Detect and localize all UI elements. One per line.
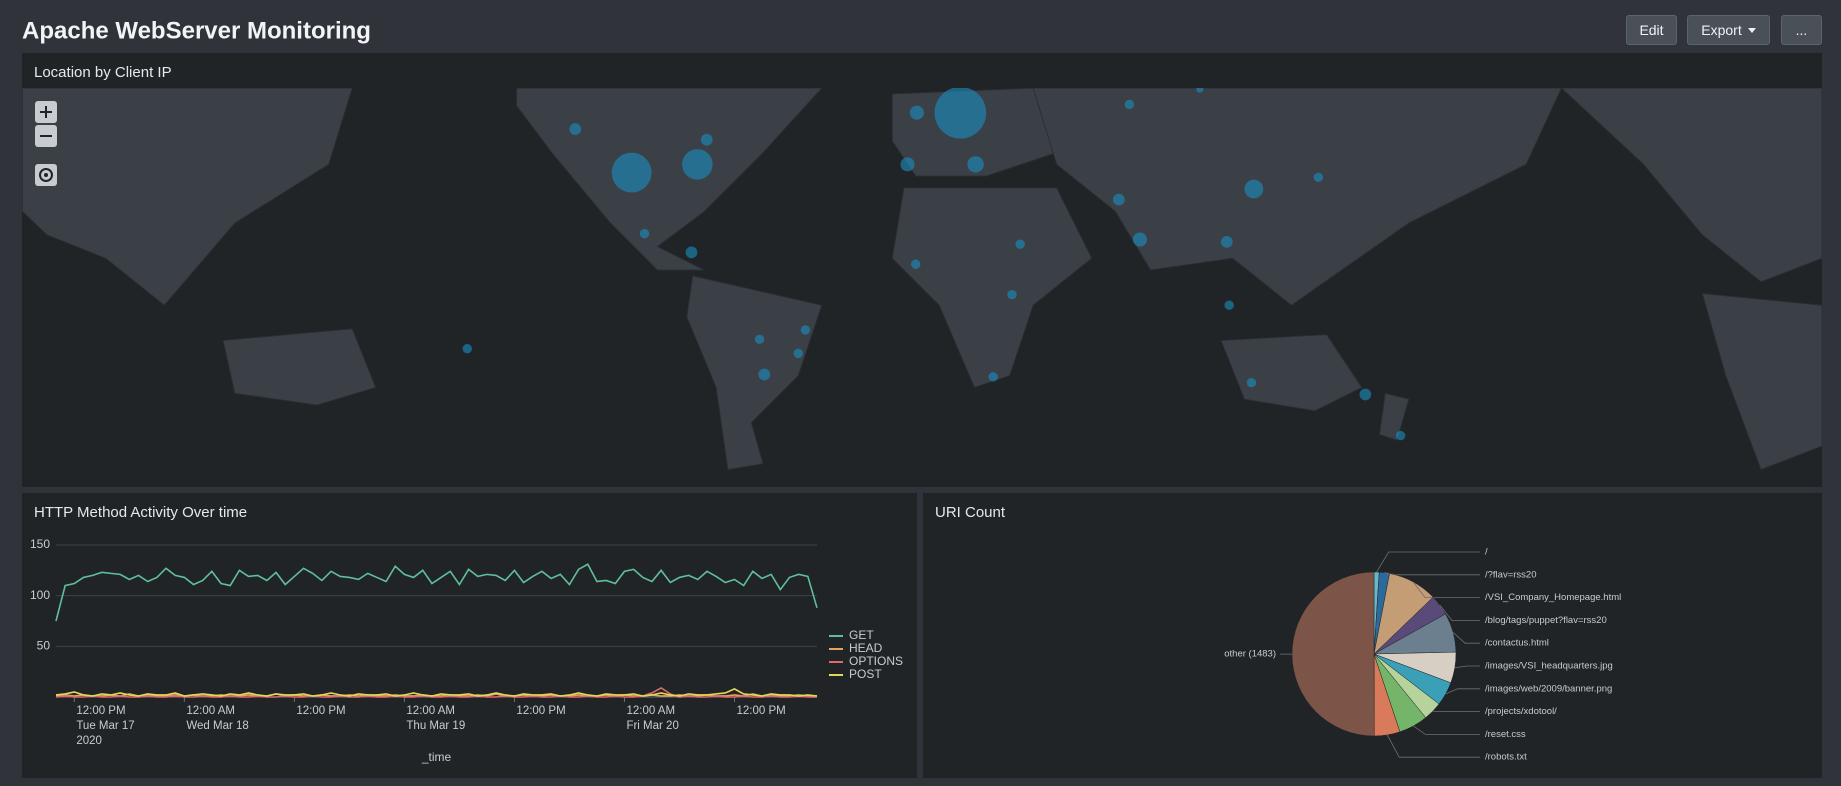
- slice-label: /images/web/2009/banner.png: [1485, 683, 1612, 694]
- x-tick-label: 12:00 PM Tue Mar 17 2020: [76, 705, 135, 747]
- edit-button[interactable]: Edit: [1626, 15, 1677, 45]
- leader-line: [1384, 572, 1480, 576]
- more-button[interactable]: ...: [1781, 15, 1822, 45]
- line-series: [55, 688, 818, 697]
- x-axis-label: _time: [421, 750, 452, 764]
- slice-label: /blog/tags/puppet?flav=rss20: [1485, 615, 1607, 626]
- legend-label: HEAD: [849, 641, 883, 655]
- map-zoom-out[interactable]: [35, 125, 57, 147]
- leader-line: [1376, 551, 1480, 573]
- map-zoom-in[interactable]: [35, 101, 57, 123]
- slice-label: /reset.css: [1485, 729, 1526, 740]
- leader-line: [1452, 632, 1480, 644]
- slice-label: /VSI_Company_Homepage.html: [1485, 592, 1621, 603]
- slice-label: other (1483): [1224, 649, 1276, 660]
- legend-label: GET: [849, 628, 874, 642]
- x-tick-label: 12:00 PM: [736, 705, 786, 717]
- y-tick-label: 100: [30, 588, 50, 602]
- legend-label: POST: [849, 667, 882, 681]
- caret: [1747, 27, 1756, 33]
- x-tick-label: 12:00 AM Thu Mar 19: [406, 705, 466, 732]
- world-map[interactable]: [22, 86, 1822, 471]
- dashboard-title: Apache WebServer Monitoring: [22, 17, 371, 44]
- line-panel: [22, 493, 917, 778]
- x-tick-label: 12:00 AM Fri Mar 20: [626, 705, 679, 732]
- slice-label: /robots.txt: [1485, 752, 1527, 763]
- panel-title: URI Count: [935, 504, 1006, 521]
- line-series: [55, 563, 818, 622]
- y-tick-label: 50: [37, 639, 51, 653]
- leader-line: [1454, 665, 1480, 669]
- leader-line: [1445, 688, 1480, 695]
- panel-title: Location by Client IP: [34, 64, 172, 81]
- x-tick-label: 12:00 AM Wed Mar 18: [186, 705, 249, 732]
- y-tick-label: 150: [30, 537, 50, 551]
- export-button[interactable]: Export: [1687, 15, 1770, 45]
- slice-label: /images/VSI_headquarters.jpg: [1485, 661, 1613, 672]
- x-tick-label: 12:00 PM: [296, 705, 346, 717]
- legend-label: OPTIONS: [849, 654, 903, 668]
- button-label[interactable]: Export: [1701, 22, 1742, 38]
- slice-label: /: [1485, 547, 1488, 558]
- line-series: [55, 686, 817, 698]
- pie-slice: [1291, 571, 1375, 737]
- slice-label: /?flav=rss20: [1485, 569, 1537, 580]
- slice-label: /projects/xdotool/: [1485, 706, 1557, 717]
- map-reset[interactable]: [35, 164, 57, 186]
- slice-label: /contactus.html: [1485, 638, 1549, 649]
- panel-title: HTTP Method Activity Over time: [34, 504, 247, 521]
- leader-line: [1386, 734, 1480, 758]
- x-tick-label: 12:00 PM: [516, 705, 566, 717]
- leader-line: [1413, 725, 1480, 735]
- leader-line: [1412, 581, 1480, 598]
- leader-line: [1439, 604, 1480, 621]
